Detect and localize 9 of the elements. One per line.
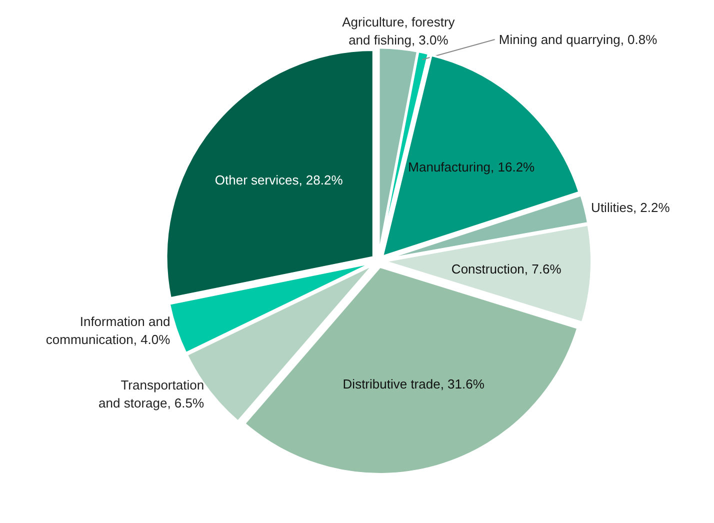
slice-label: Other services, 28.2%	[214, 172, 344, 188]
slice-label: Utilities, 2.2%	[591, 200, 670, 216]
slice-label: Information and communication, 4.0%	[46, 314, 171, 348]
slice-label: Construction, 7.6%	[451, 261, 562, 276]
slice-label: Distributive trade, 31.6%	[342, 376, 485, 392]
slice-label: Manufacturing, 16.2%	[408, 160, 536, 175]
slice-label: Mining and quarrying, 0.8%	[498, 32, 658, 47]
slice-label: Transportation and storage, 6.5%	[98, 377, 204, 410]
slice-label: Agriculture, forestry and fishing, 3.0%	[342, 14, 456, 48]
